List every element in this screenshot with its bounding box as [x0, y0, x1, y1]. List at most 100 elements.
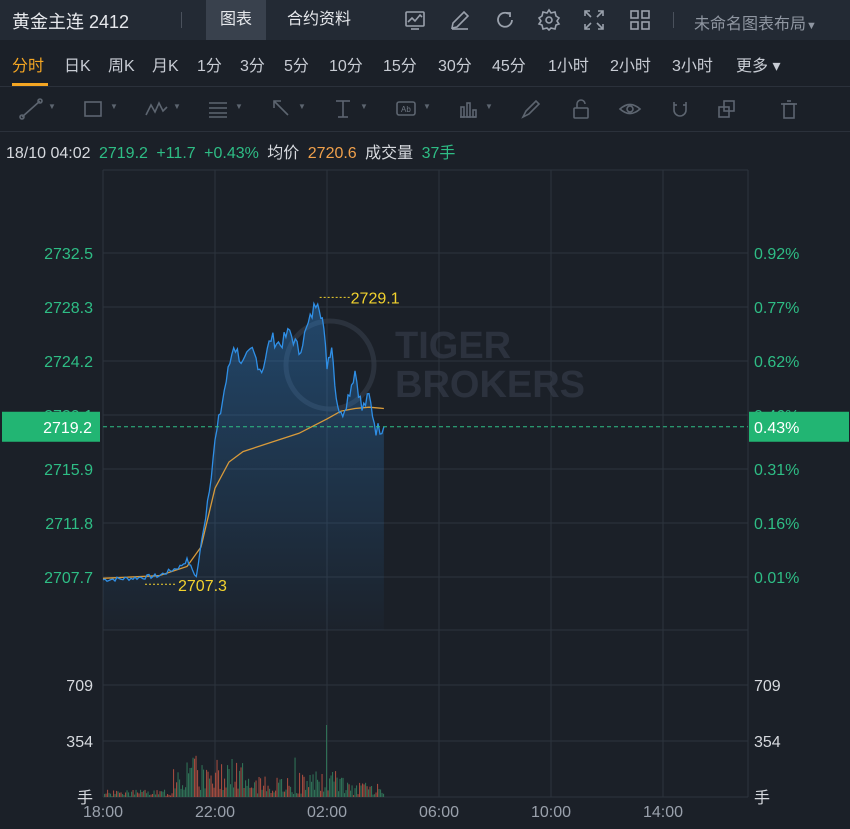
- time-tick-label: 22:00: [195, 804, 235, 821]
- period-8[interactable]: 15分: [383, 58, 417, 75]
- volume-bar: [174, 788, 176, 797]
- period-11[interactable]: 1小时: [548, 58, 589, 75]
- brush-icon[interactable]: [518, 97, 546, 121]
- period-9[interactable]: 30分: [438, 58, 472, 75]
- volume-bar: [284, 791, 286, 797]
- high-price-label: 2729.1: [351, 290, 400, 307]
- price-tick-label: 2732.5: [44, 246, 93, 263]
- rectangle-icon[interactable]: ▼: [80, 97, 118, 121]
- volume-bar: [209, 778, 211, 797]
- volume-bar: [251, 787, 253, 797]
- volume-unit-label: 手: [754, 789, 770, 807]
- period-5[interactable]: 3分: [240, 58, 265, 75]
- volume-bar: [260, 778, 262, 797]
- fullscreen-icon[interactable]: [582, 8, 606, 32]
- volume-bar: [126, 790, 128, 797]
- price-tick-label: 2724.2: [44, 354, 93, 371]
- volume-bar: [272, 790, 274, 797]
- grid-layout-icon[interactable]: [628, 8, 652, 32]
- volume-bar: [114, 794, 116, 797]
- volume-bar: [246, 785, 248, 797]
- measure-icon[interactable]: ▼: [455, 97, 493, 121]
- time-tick-label: 18:00: [83, 804, 123, 821]
- avg-value: 2720.6: [307, 145, 357, 162]
- volume-bar: [236, 762, 238, 797]
- volume-bar: [293, 794, 295, 797]
- period-1[interactable]: 日K: [64, 58, 91, 75]
- gear-icon[interactable]: [537, 8, 561, 32]
- magnet-icon[interactable]: [667, 97, 695, 121]
- volume-bar: [270, 793, 272, 797]
- refresh-icon[interactable]: [493, 8, 517, 32]
- lock-icon[interactable]: [568, 97, 596, 121]
- layout-name-dropdown[interactable]: 未命名图表布局▼: [694, 10, 817, 34]
- volume-bar: [158, 794, 160, 797]
- tab-chart[interactable]: 图表: [206, 0, 267, 40]
- volume-bar: [221, 764, 223, 797]
- volume-bar: [141, 792, 143, 797]
- period-4[interactable]: 1分: [197, 58, 222, 75]
- price-range-icon[interactable]: ▼: [330, 97, 368, 121]
- volume-bar: [239, 770, 241, 797]
- tab-contract-info[interactable]: 合约资料: [287, 11, 352, 28]
- volume-bar: [107, 789, 109, 797]
- period-13[interactable]: 3小时: [672, 58, 713, 75]
- volume-bar: [311, 781, 313, 797]
- fibonacci-icon[interactable]: ▼: [205, 97, 243, 121]
- volume-bar: [137, 792, 139, 797]
- period-10[interactable]: 45分: [492, 58, 526, 75]
- volume-bar: [366, 786, 368, 797]
- volume-bar: [227, 765, 229, 797]
- volume-bar: [371, 786, 373, 797]
- volume-bar: [170, 795, 172, 797]
- period-12[interactable]: 2小时: [610, 58, 651, 75]
- volume-bar: [345, 790, 347, 797]
- pattern-icon[interactable]: ▼: [143, 97, 181, 121]
- volume-bar: [303, 776, 305, 797]
- volume-bar: [146, 793, 148, 797]
- volume-bar: [153, 790, 155, 797]
- period-6[interactable]: 5分: [284, 58, 309, 75]
- volume-value: 37手: [421, 145, 456, 162]
- volume-bar: [128, 792, 130, 797]
- arrow-icon[interactable]: ▼: [268, 97, 306, 121]
- volume-bar: [138, 793, 140, 797]
- period-14[interactable]: 更多 ▾: [736, 58, 781, 75]
- period-0[interactable]: 分时: [12, 58, 45, 75]
- volume-bar: [294, 757, 296, 797]
- volume-bar: [230, 784, 232, 797]
- volume-bar: [249, 787, 251, 797]
- volume-tick-label: 354: [754, 734, 781, 751]
- volume-bar: [344, 793, 346, 797]
- volume-bar: [290, 786, 292, 797]
- volume-bar: [282, 791, 284, 797]
- layers-icon[interactable]: [713, 97, 741, 121]
- quote-datetime: 18/10 04:02: [6, 145, 91, 162]
- period-2[interactable]: 周K: [108, 58, 135, 75]
- volume-bar: [281, 779, 283, 797]
- volume-bar: [213, 787, 215, 797]
- edit-icon[interactable]: [448, 8, 472, 32]
- volume-bar: [162, 791, 164, 797]
- volume-bar: [360, 785, 362, 797]
- period-3[interactable]: 月K: [152, 58, 179, 75]
- chart-line-icon[interactable]: [403, 8, 427, 32]
- volume-bar: [330, 775, 332, 797]
- volume-bar: [317, 779, 319, 797]
- volume-bar: [120, 792, 122, 797]
- volume-bar: [240, 767, 242, 797]
- volume-bar: [278, 782, 280, 797]
- trash-icon[interactable]: [776, 97, 804, 121]
- text-note-icon[interactable]: Ab ▼: [393, 97, 431, 121]
- volume-bar: [243, 788, 245, 797]
- volume-bar: [164, 789, 166, 797]
- period-7[interactable]: 10分: [329, 58, 363, 75]
- instrument-title: 黄金主连 2412: [12, 12, 130, 32]
- trend-line-icon[interactable]: ▼: [18, 97, 56, 121]
- volume-bar: [173, 769, 175, 797]
- volume-bar: [258, 777, 260, 797]
- eye-icon[interactable]: [617, 97, 645, 121]
- current-price-tag-label: 2719.2: [43, 420, 92, 437]
- volume-bar: [308, 787, 310, 797]
